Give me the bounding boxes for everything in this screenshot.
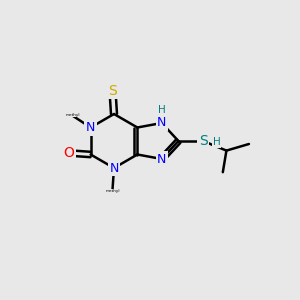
Text: H: H bbox=[158, 105, 166, 115]
Text: methyl: methyl bbox=[105, 189, 120, 193]
Text: H: H bbox=[213, 137, 221, 147]
Text: O: O bbox=[64, 146, 74, 160]
Text: N: N bbox=[157, 152, 167, 166]
Text: S: S bbox=[108, 84, 117, 98]
Text: methyl: methyl bbox=[65, 113, 80, 117]
Text: N: N bbox=[157, 116, 167, 130]
Text: N: N bbox=[109, 161, 119, 175]
Text: N: N bbox=[86, 121, 95, 134]
Text: S: S bbox=[199, 134, 207, 148]
